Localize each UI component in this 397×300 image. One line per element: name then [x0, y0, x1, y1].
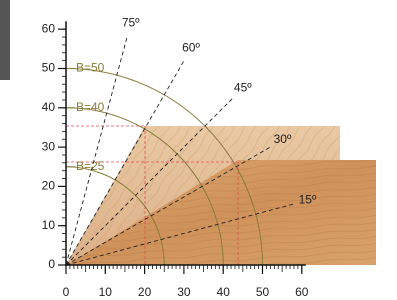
x-tick-label: 20 [138, 285, 152, 299]
radius-label: B=25 [76, 159, 105, 173]
y-tick-label: 0 [48, 257, 55, 271]
diagram: B=50 B=40 B=25 75º 60º 45º 30º 15º 0 10 20 30 40 50 60… [0, 0, 397, 300]
angle-label: 75º [122, 16, 140, 30]
y-tick-label: 30 [42, 139, 56, 153]
y-tick-label: 20 [42, 179, 56, 193]
x-tick-label: 60 [295, 285, 309, 299]
angle-label: 30º [274, 132, 292, 146]
x-tick-label: 50 [256, 285, 270, 299]
y-tick-label: 10 [42, 218, 56, 232]
angle-label: 15º [299, 192, 317, 206]
radius-label: B=50 [76, 61, 105, 75]
x-tick-label: 30 [177, 285, 191, 299]
y-tick-label: 60 [42, 21, 56, 35]
radius-label: B=40 [76, 100, 105, 114]
x-tick-label: 40 [217, 285, 231, 299]
angle-label: 60º [182, 41, 200, 55]
x-tick-label: 10 [99, 285, 113, 299]
y-tick-label: 40 [42, 100, 56, 114]
x-tick-label: 0 [63, 285, 70, 299]
side-bar [0, 0, 10, 80]
y-tick-label: 50 [42, 61, 56, 75]
angle-label: 45º [234, 80, 252, 94]
page: B=50 B=40 B=25 75º 60º 45º 30º 15º 0 10 20 30 40 50 60… [0, 0, 397, 300]
